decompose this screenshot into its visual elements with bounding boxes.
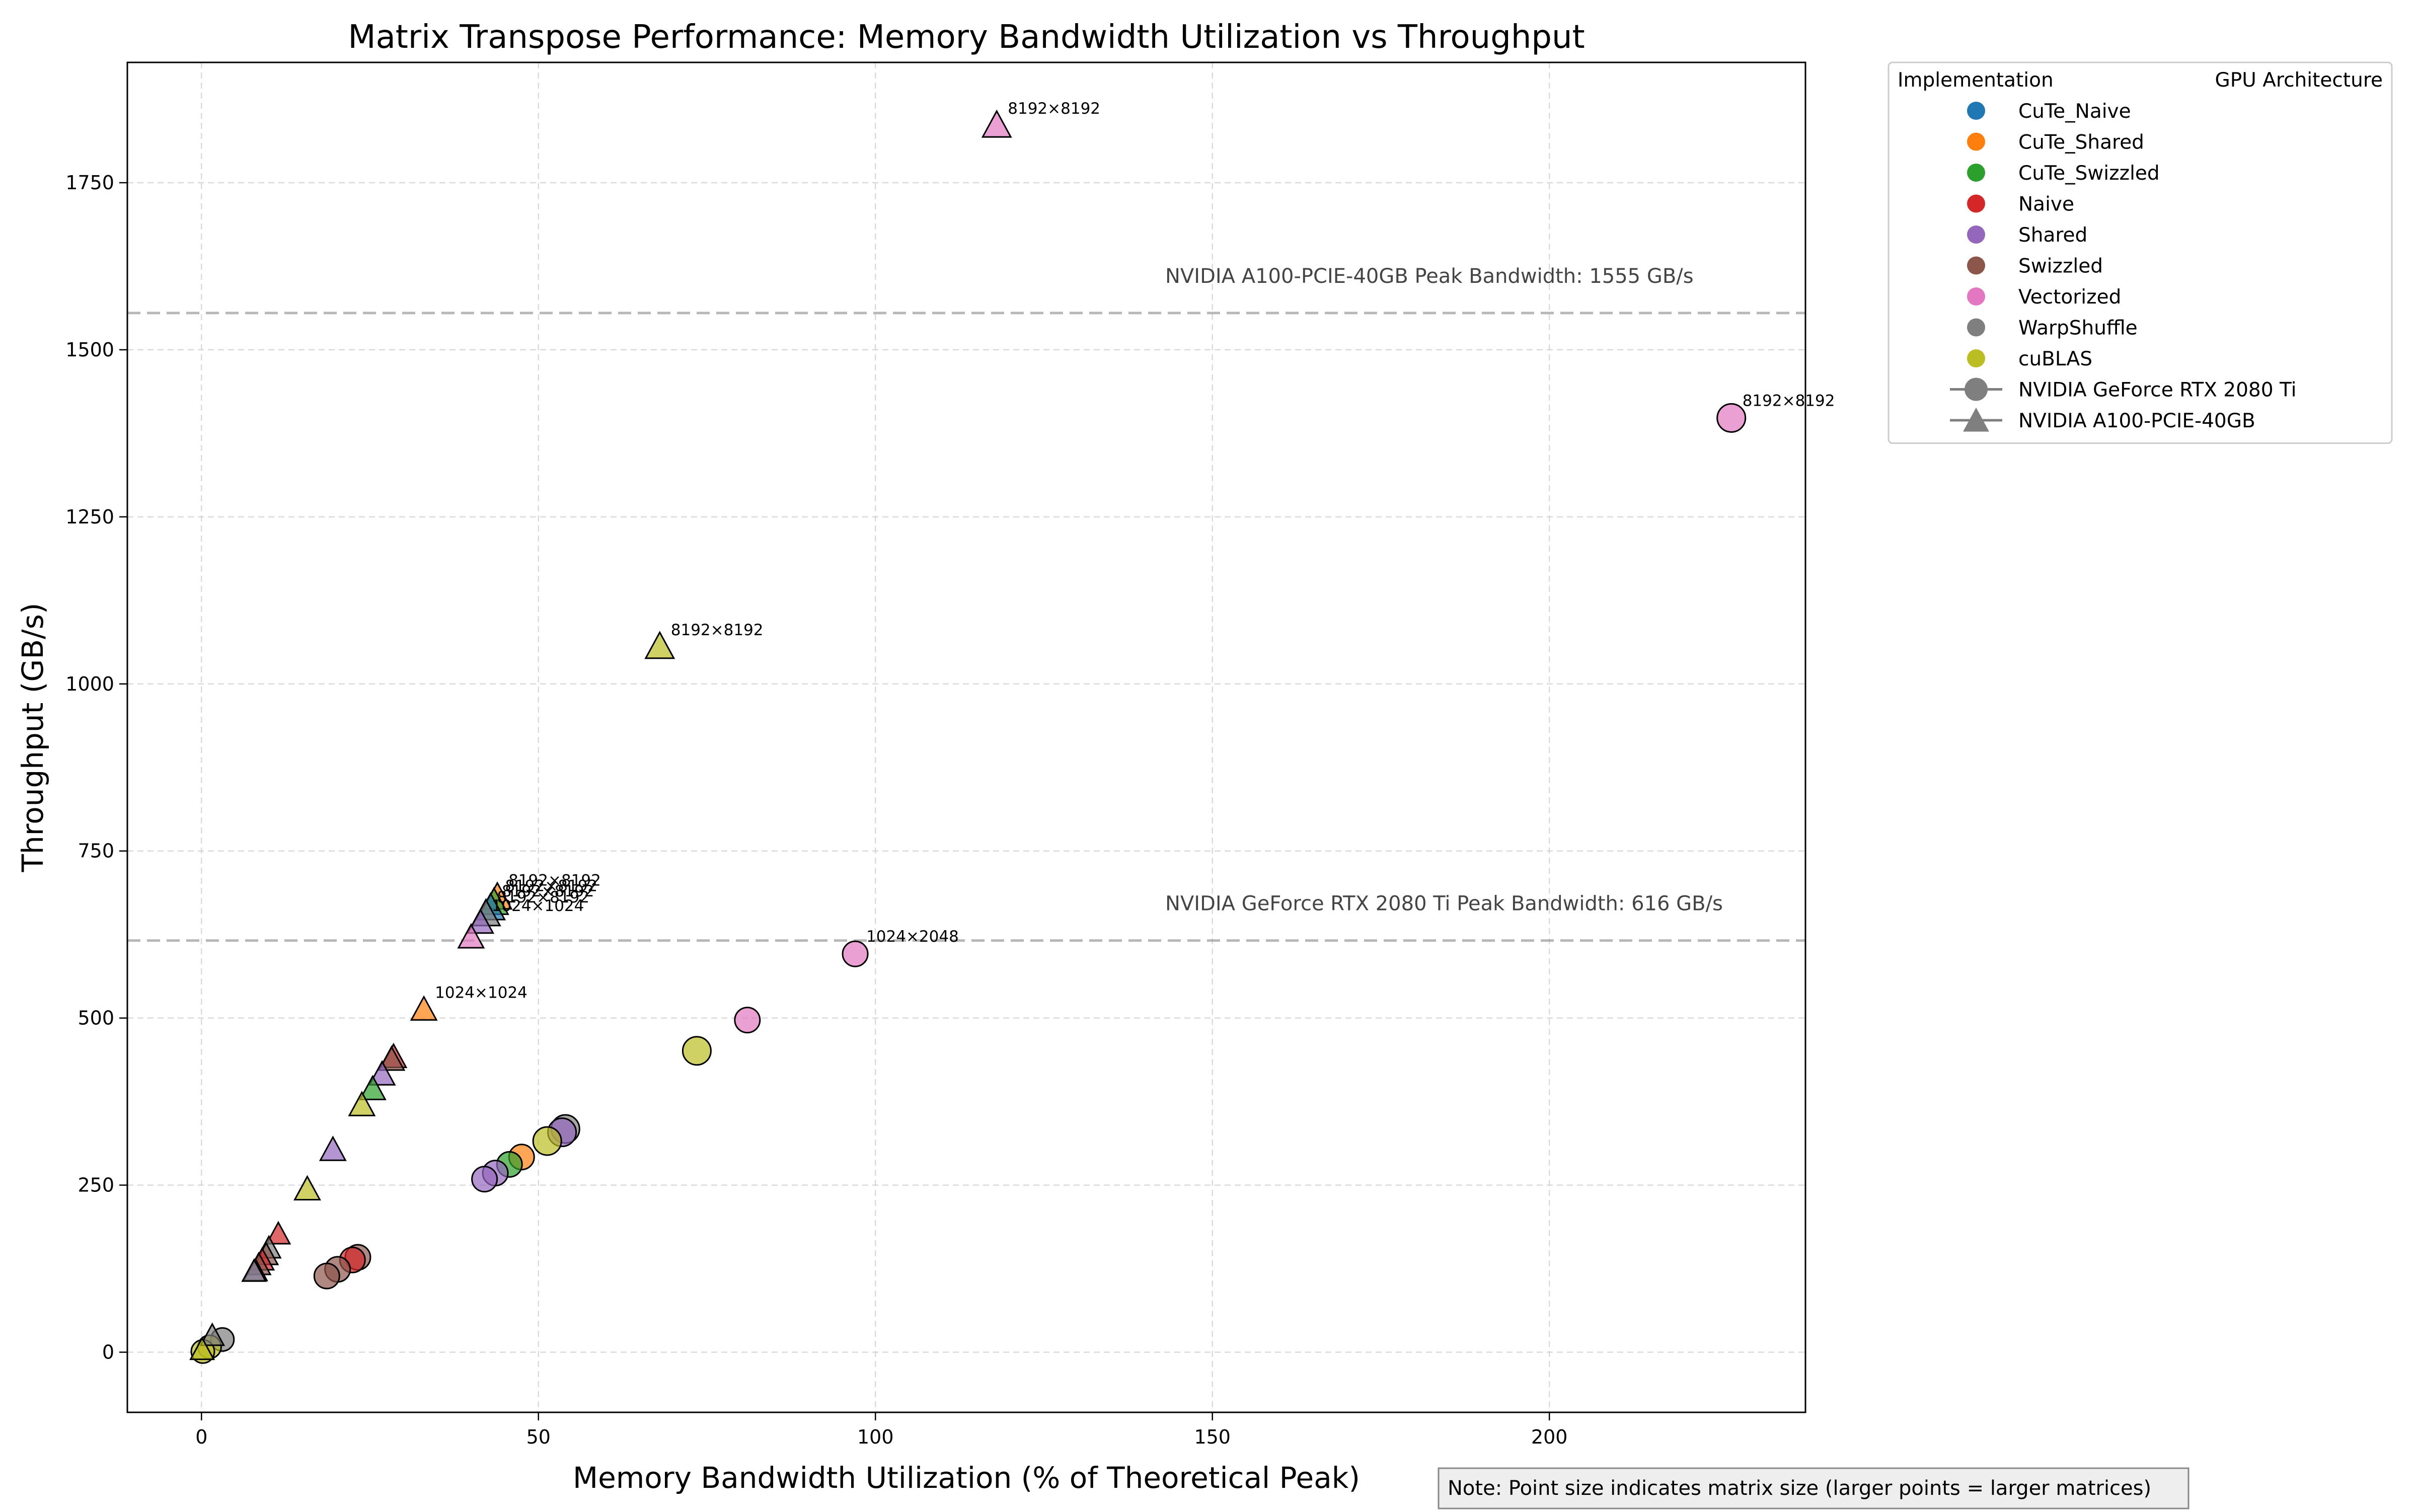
data-point-circle [1716, 403, 1747, 433]
data-point-triangle [265, 1221, 291, 1245]
grid-layer [127, 62, 1805, 1412]
x-tick-label: 150 [1194, 1426, 1231, 1448]
x-tick-label: 100 [857, 1426, 894, 1448]
y-tick-label: 1500 [65, 339, 114, 361]
data-point-circle [734, 1007, 761, 1034]
plot-frame [126, 61, 1806, 1413]
legend-label: Naive [2018, 193, 2074, 216]
data-point-triangle [368, 1060, 396, 1086]
point-label: 1024×1024 [492, 897, 584, 915]
legend-label: NVIDIA GeForce RTX 2080 Ti [2018, 379, 2296, 402]
point-annotations: 8192×81928192×81928192×81928192×81928192… [435, 100, 1835, 1002]
data-point-circle [471, 1166, 498, 1193]
legend-marker [1967, 102, 1985, 120]
data-point-circle [532, 1126, 562, 1156]
legend-marker [1967, 287, 1985, 306]
data-point-triangle [981, 109, 1012, 138]
data-point-circle [842, 940, 869, 967]
x-axis-label: Memory Bandwidth Utilization (% of Theor… [573, 1461, 1360, 1495]
y-tick-label: 500 [78, 1007, 114, 1029]
y-tick-label: 1000 [65, 673, 114, 695]
data-points [189, 109, 1747, 1364]
data-point-triangle [467, 908, 495, 934]
legend-title-implementation: Implementation [1898, 69, 2054, 92]
data-point-triangle [348, 1091, 376, 1116]
legend-marker [1967, 225, 1985, 244]
y-axis-label: Throughput (GB/s) [16, 602, 50, 872]
data-point-circle [682, 1036, 712, 1066]
legend-label: Swizzled [2018, 255, 2103, 278]
legend-label: NVIDIA A100-PCIE-40GB [2018, 410, 2255, 432]
legend-marker-triangle [1963, 407, 1989, 432]
note-text: Note: Point size indicates matrix size (… [1448, 1477, 2151, 1500]
legend-marker [1967, 164, 1985, 182]
legend-box [1887, 61, 2393, 444]
data-point-circle [313, 1262, 340, 1290]
point-label: 8192×8192 [502, 882, 594, 900]
legend-marker [1967, 194, 1985, 213]
data-point-triangle [319, 1136, 347, 1161]
reference-line-label: NVIDIA A100-PCIE-40GB Peak Bandwidth: 15… [1165, 265, 1694, 288]
data-point-triangle [644, 631, 675, 659]
legend-marker-circle [1965, 377, 1988, 401]
point-label: 8192×8192 [505, 877, 597, 895]
chart-title: Matrix Transpose Performance: Memory Ban… [348, 19, 1584, 56]
data-point-triangle [378, 1045, 406, 1071]
data-point-triangle [199, 1322, 225, 1346]
data-point-triangle [358, 1075, 387, 1100]
size-note: Note: Point size indicates matrix size (… [1438, 1467, 2190, 1509]
legend-label: CuTe_Shared [2018, 131, 2144, 154]
x-tick-label: 0 [195, 1426, 207, 1448]
legend-label: CuTe_Naive [2018, 100, 2131, 123]
data-point-triangle [410, 995, 438, 1021]
point-label: 8192×8192 [497, 888, 589, 906]
legend-label: WarpShuffle [2018, 317, 2138, 340]
x-tick-label: 50 [526, 1426, 551, 1448]
data-point-triangle [189, 1336, 215, 1360]
legend-marker [1967, 349, 1985, 367]
legend-label: cuBLAS [2018, 348, 2092, 370]
x-tick-label: 200 [1531, 1426, 1568, 1448]
point-label: 1024×1024 [435, 984, 527, 1002]
legend-label: Shared [2018, 224, 2087, 247]
legend-marker [1967, 132, 1985, 151]
point-label: 8192×8192 [1008, 100, 1100, 118]
y-tick-label: 250 [78, 1174, 114, 1196]
point-label: 8192×8192 [671, 621, 764, 639]
reference-lines: NVIDIA A100-PCIE-40GB Peak Bandwidth: 15… [127, 265, 1805, 942]
legend-label: Vectorized [2018, 286, 2121, 309]
data-point-triangle [457, 923, 485, 949]
axes-layer: 0 50 100 150 200 0 250 500 750 1000 1250 1500 1750 [65, 172, 1567, 1448]
legend-items: CuTe_Naive CuTe_Shared CuTe_Swizzled Naive S… [1950, 100, 2296, 432]
data-point-triangle [241, 1258, 267, 1282]
legend: Implementation GPU Architecture CuTe_Nai… [1887, 61, 2393, 444]
y-tick-label: 1750 [65, 172, 114, 194]
legend-label: CuTe_Swizzled [2018, 162, 2160, 185]
point-label: 8192×8192 [1743, 392, 1835, 410]
data-point-triangle [293, 1175, 321, 1201]
reference-line-label: NVIDIA GeForce RTX 2080 Ti Peak Bandwidt… [1165, 892, 1723, 916]
legend-marker [1967, 318, 1985, 337]
point-label: 1024×2048 [866, 928, 959, 946]
note-box [1438, 1467, 2190, 1509]
y-tick-label: 0 [102, 1341, 114, 1364]
y-tick-label: 1250 [65, 506, 114, 528]
point-label: 8192×8192 [508, 872, 601, 890]
legend-title-gpu: GPU Architecture [2215, 69, 2383, 92]
legend-marker [1967, 256, 1985, 275]
y-tick-label: 750 [78, 840, 114, 862]
